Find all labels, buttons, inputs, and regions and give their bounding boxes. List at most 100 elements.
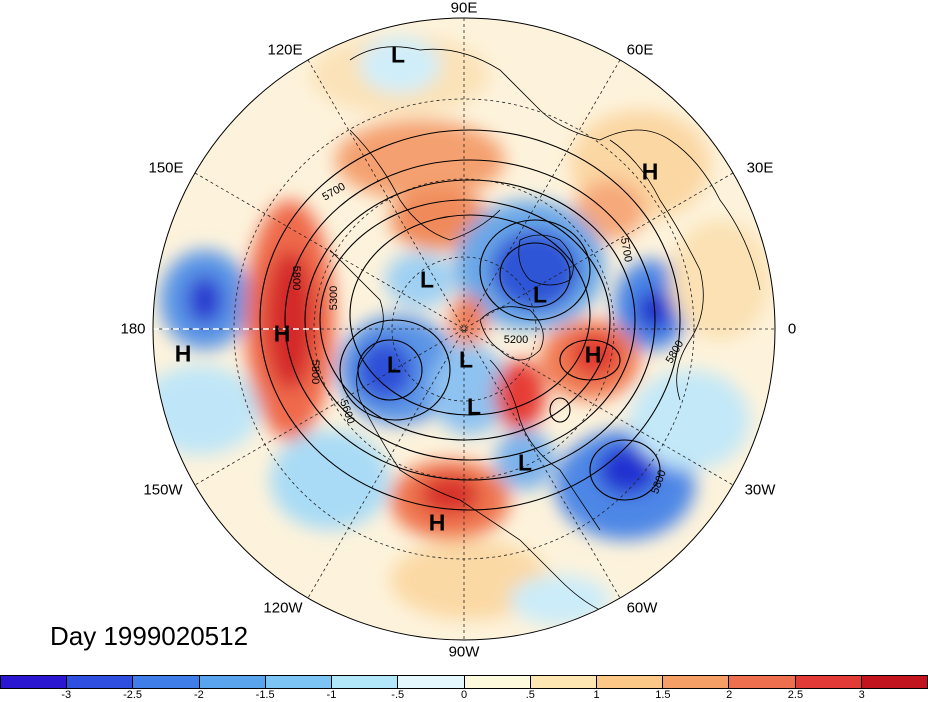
coastline-europe [609, 139, 704, 401]
contour-label: 5800 [290, 265, 302, 291]
anomaly-blob [630, 370, 750, 470]
colorbar-cell [398, 676, 465, 688]
colorbar-tick-label: -3 [61, 689, 72, 701]
anomaly-blob [360, 37, 440, 93]
colorbar-cell [1, 676, 68, 688]
pressure-center-high: H [273, 320, 291, 347]
longitude-label-120w: 120W [263, 599, 303, 617]
colorbar-tick-label: 1.5 [655, 689, 671, 701]
longitude-label-60e: 60E [626, 41, 654, 59]
colorbar [0, 675, 928, 689]
coastlines [329, 46, 761, 611]
pressure-center-low: L [532, 281, 548, 308]
contour-label: 5800 [309, 359, 321, 385]
anomaly-blob [495, 360, 545, 430]
anomaly-blob [598, 445, 658, 495]
longitude-label-120e: 120E [267, 41, 303, 59]
coastline-siberia [349, 129, 501, 241]
contour-line [284, 159, 656, 481]
contour-line [259, 129, 681, 511]
coastline-eurasia-north [349, 46, 761, 291]
contour-line [319, 199, 611, 441]
colorbar-cell [861, 676, 928, 688]
latitude-circle [313, 178, 615, 480]
colorbar-cell [199, 676, 266, 688]
coastline-north-america-east [489, 359, 601, 531]
longitude-label-0: 0 [787, 320, 797, 338]
colorbar-cell [663, 676, 730, 688]
pressure-center-high: H [174, 340, 192, 367]
longitude-label-30e: 30E [746, 159, 774, 177]
pressure-center-low: L [390, 41, 406, 68]
colorbar-tick-label: 3 [858, 689, 865, 701]
anomaly-blobs [153, 35, 770, 625]
pressure-center-high: H [428, 509, 446, 536]
contour-line [357, 339, 423, 401]
meridian-line [194, 172, 734, 486]
longitude-label-180: 180 [120, 320, 146, 338]
pressure-center-high: H [641, 158, 659, 185]
colorbar-tick-label: 0 [460, 689, 468, 701]
colorbar-cell [133, 676, 200, 688]
longitude-label-60w: 60W [626, 599, 658, 617]
latitude-circle [391, 256, 537, 402]
longitude-label-150w: 150W [143, 481, 183, 499]
colorbar-cell [67, 676, 134, 688]
colorbar-cell [795, 676, 862, 688]
map-boundary [152, 17, 776, 641]
anomaly-blob [357, 340, 413, 400]
contour-line [349, 214, 591, 416]
pressure-center-low: L [386, 351, 402, 378]
anomaly-blob [187, 276, 223, 324]
contour-line [589, 439, 661, 501]
colorbar-tick-label: .5 [525, 689, 535, 701]
anomaly-blob [450, 295, 486, 345]
anomaly-blob [510, 575, 610, 625]
pressure-center-low: L [458, 346, 474, 373]
contour-label: 5300 [328, 285, 340, 311]
pressure-center-low: L [419, 266, 435, 293]
colorbar-cell [530, 676, 597, 688]
anomaly-blob [670, 220, 770, 340]
colorbar-tick-label: 2.5 [787, 689, 804, 701]
colorbar-tick-label: -.5 [391, 689, 405, 701]
pressure-center-low: L [517, 449, 533, 476]
anomaly-blob [420, 475, 480, 515]
longitude-label-90e: 90E [450, 0, 478, 17]
colorbar-tick-label: -1.5 [255, 689, 275, 701]
contour-line [479, 219, 591, 321]
coastline-greenland [479, 306, 544, 361]
coastline-north-america-west [329, 249, 461, 501]
colorbar-tick-label: 1 [593, 689, 600, 701]
longitude-label-150e: 150E [148, 159, 184, 177]
meridian-line [307, 59, 621, 599]
contour-line [559, 339, 621, 381]
height-contours [259, 129, 681, 511]
coastline-central-america [459, 499, 601, 611]
colorbar-tick-label: -2.5 [123, 689, 143, 701]
colorbar-cell [332, 676, 399, 688]
colorbar-tick-label: -1 [326, 689, 337, 701]
longitude-label-30w: 30W [744, 481, 776, 499]
colorbar-tick-label: -2 [193, 689, 204, 701]
pressure-center-low: L [466, 393, 482, 420]
meridian-line [307, 59, 621, 599]
anomaly-blob [153, 365, 260, 455]
contour-line [549, 397, 571, 423]
anomaly-blob [265, 250, 315, 390]
contour-line [339, 319, 451, 421]
day-label: Day 1999020512 [50, 621, 249, 651]
anomaly-blob [495, 430, 555, 490]
longitude-label-90w: 90W [448, 643, 480, 661]
colorbar-cell [265, 676, 333, 688]
colorbar-tick-label: 2 [726, 689, 733, 701]
contour-line [499, 242, 571, 308]
contour-label: 5200 [503, 334, 529, 346]
anomaly-blob [270, 430, 390, 530]
colorbar-cell [596, 676, 664, 688]
contour-line [304, 179, 636, 461]
pressure-center-high: H [584, 341, 602, 368]
colorbar-cell [464, 676, 531, 688]
anomaly-blob [385, 252, 455, 308]
